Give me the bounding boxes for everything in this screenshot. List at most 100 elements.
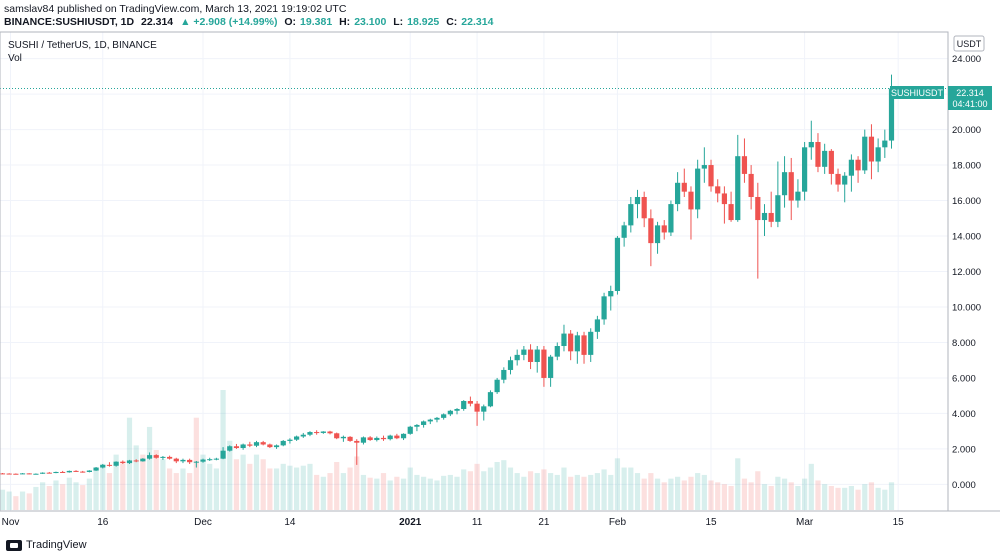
candle[interactable]: [6, 473, 12, 475]
candle[interactable]: [654, 221, 661, 254]
candle[interactable]: [334, 432, 340, 440]
candle[interactable]: [748, 165, 754, 210]
candle[interactable]: [628, 196, 634, 233]
candle[interactable]: [447, 409, 453, 417]
candle[interactable]: [347, 436, 353, 442]
candle[interactable]: [240, 443, 246, 450]
candle[interactable]: [715, 179, 721, 203]
candle[interactable]: [247, 441, 253, 448]
candle[interactable]: [46, 471, 52, 474]
candle[interactable]: [180, 458, 186, 464]
price-axis[interactable]: 24.00022.00020.00018.00016.00014.00012.0…: [952, 54, 981, 491]
candle[interactable]: [708, 159, 714, 192]
candle[interactable]: [367, 436, 373, 441]
candle[interactable]: [287, 438, 293, 444]
footer-brand[interactable]: TradingView: [6, 539, 87, 551]
candle[interactable]: [594, 315, 600, 339]
candle[interactable]: [394, 433, 400, 440]
candle[interactable]: [340, 435, 346, 442]
candle[interactable]: [581, 331, 587, 364]
candle[interactable]: [822, 143, 828, 174]
candle[interactable]: [120, 460, 126, 464]
candle[interactable]: [875, 138, 881, 173]
candle[interactable]: [487, 390, 494, 408]
candle[interactable]: [53, 471, 59, 474]
candle[interactable]: [407, 425, 413, 435]
candle[interactable]: [26, 473, 32, 475]
candle[interactable]: [868, 124, 875, 180]
candle[interactable]: [187, 458, 193, 464]
candle[interactable]: [66, 470, 72, 473]
candle[interactable]: [728, 191, 734, 222]
candle[interactable]: [200, 458, 206, 463]
candle[interactable]: [260, 440, 266, 446]
time-axis[interactable]: Nov 16 Dec 14 2021 11 21 Feb 15 Mar 15: [2, 517, 905, 528]
candle[interactable]: [213, 457, 219, 461]
candle[interactable]: [741, 138, 748, 183]
candle[interactable]: [688, 186, 694, 240]
candle[interactable]: [668, 200, 674, 237]
candle[interactable]: [106, 462, 113, 467]
candle[interactable]: [227, 445, 233, 452]
candle[interactable]: [695, 159, 701, 219]
candle[interactable]: [855, 156, 861, 183]
candle[interactable]: [614, 236, 621, 295]
candle[interactable]: [568, 330, 574, 361]
candle[interactable]: [634, 189, 641, 219]
candle[interactable]: [454, 408, 460, 415]
candle[interactable]: [514, 349, 520, 366]
candle[interactable]: [441, 413, 447, 420]
candles[interactable]: [0, 74, 895, 475]
candle[interactable]: [467, 396, 473, 407]
candle[interactable]: [802, 141, 808, 201]
candle[interactable]: [19, 473, 26, 475]
candle[interactable]: [86, 470, 92, 473]
candle[interactable]: [13, 473, 19, 475]
candle[interactable]: [621, 221, 627, 247]
candle[interactable]: [768, 191, 774, 228]
candle[interactable]: [588, 328, 594, 362]
candle[interactable]: [795, 179, 801, 208]
candle[interactable]: [33, 473, 39, 475]
candle[interactable]: [761, 204, 768, 237]
candle[interactable]: [40, 472, 46, 474]
candle[interactable]: [548, 354, 554, 387]
candle[interactable]: [374, 436, 380, 442]
candle[interactable]: [481, 404, 487, 421]
candle[interactable]: [701, 147, 707, 183]
candle[interactable]: [414, 424, 420, 432]
candle[interactable]: [574, 331, 580, 364]
candle[interactable]: [280, 440, 286, 447]
currency-box[interactable]: [953, 35, 985, 52]
candle[interactable]: [828, 149, 834, 185]
candle[interactable]: [561, 324, 567, 352]
candle[interactable]: [0, 473, 6, 475]
candle[interactable]: [100, 463, 106, 469]
candle[interactable]: [788, 157, 794, 221]
candle[interactable]: [73, 470, 79, 472]
candle[interactable]: [755, 182, 761, 279]
candle[interactable]: [554, 342, 560, 361]
candle[interactable]: [661, 220, 667, 240]
candle[interactable]: [648, 209, 654, 267]
candle[interactable]: [193, 460, 199, 468]
candle[interactable]: [113, 461, 119, 467]
candle[interactable]: [882, 129, 888, 158]
candle[interactable]: [146, 452, 153, 460]
candle[interactable]: [253, 440, 260, 448]
candle[interactable]: [427, 418, 433, 425]
candle[interactable]: [735, 134, 741, 222]
candle[interactable]: [126, 459, 133, 464]
candle[interactable]: [721, 186, 727, 224]
candle[interactable]: [474, 401, 480, 426]
candle[interactable]: [527, 344, 534, 370]
candle[interactable]: [314, 430, 320, 435]
candle[interactable]: [494, 377, 500, 394]
candle[interactable]: [521, 346, 527, 361]
candle[interactable]: [173, 457, 179, 464]
candle[interactable]: [300, 432, 306, 438]
candle[interactable]: [140, 458, 146, 462]
candle[interactable]: [307, 431, 313, 437]
candle[interactable]: [461, 400, 467, 411]
